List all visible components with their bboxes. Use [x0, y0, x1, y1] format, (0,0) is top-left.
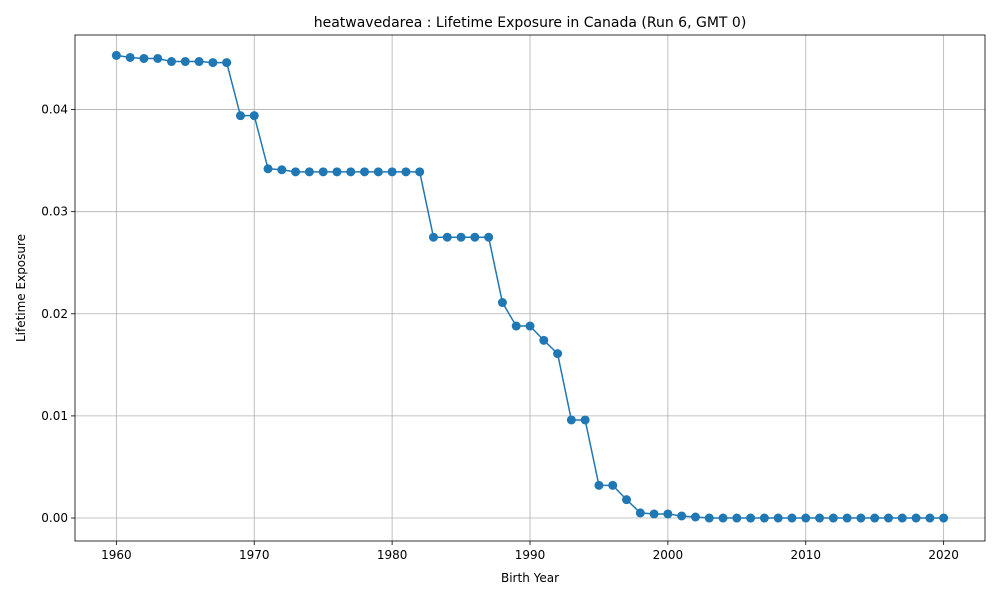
data-point: [497, 298, 507, 308]
data-point: [553, 349, 563, 359]
data-point: [208, 58, 218, 68]
data-point: [235, 111, 245, 121]
data-point: [387, 167, 397, 177]
data-point: [580, 415, 590, 425]
data-point: [373, 167, 383, 177]
data-point: [870, 513, 880, 523]
data-point: [332, 167, 342, 177]
data-point: [484, 232, 494, 242]
data-point: [635, 508, 645, 518]
data-point: [704, 513, 714, 523]
data-point: [415, 167, 425, 177]
data-point: [773, 513, 783, 523]
data-point: [622, 495, 632, 505]
x-tick-label: 2000: [653, 548, 684, 562]
data-point: [787, 513, 797, 523]
data-point: [677, 511, 687, 521]
data-point: [856, 513, 866, 523]
data-point: [594, 480, 604, 490]
data-point: [897, 513, 907, 523]
x-tick-label: 1990: [515, 548, 546, 562]
data-point: [525, 321, 535, 331]
data-point: [539, 335, 549, 345]
data-point: [167, 57, 177, 67]
x-tick-label: 2020: [928, 548, 959, 562]
x-axis-label: Birth Year: [501, 571, 559, 585]
data-point: [111, 50, 121, 60]
data-point: [511, 321, 521, 331]
data-point: [842, 513, 852, 523]
data-point: [925, 513, 935, 523]
y-tick-label: 0.01: [41, 409, 68, 423]
y-tick-label: 0.03: [41, 205, 68, 219]
y-axis-ticks: 0.00 0.01 0.02 0.03 0.04: [41, 103, 75, 525]
data-point: [759, 513, 769, 523]
data-point: [139, 53, 149, 63]
data-point: [277, 165, 287, 175]
data-point: [732, 513, 742, 523]
data-point: [828, 513, 838, 523]
data-point: [428, 232, 438, 242]
data-point: [939, 513, 949, 523]
data-point: [690, 512, 700, 522]
data-point: [401, 167, 411, 177]
grid: [75, 35, 985, 541]
data-point: [883, 513, 893, 523]
x-axis-ticks: 1960 1970 1980 1990 2000 2010 2020: [101, 541, 959, 562]
y-tick-label: 0.00: [41, 511, 68, 525]
data-point: [291, 167, 301, 177]
data-point: [608, 480, 618, 490]
data-point: [663, 509, 673, 519]
x-tick-label: 2010: [790, 548, 821, 562]
data-point: [346, 167, 356, 177]
data-point: [360, 167, 370, 177]
data-point: [442, 232, 452, 242]
data-point: [318, 167, 328, 177]
chart-title: heatwavedarea : Lifetime Exposure in Can…: [314, 15, 747, 31]
y-axis-label: Lifetime Exposure: [14, 234, 28, 342]
data-point: [470, 232, 480, 242]
data-point: [801, 513, 811, 523]
y-tick-label: 0.04: [41, 103, 68, 117]
data-point: [125, 52, 135, 62]
x-tick-label: 1980: [377, 548, 408, 562]
x-tick-label: 1960: [101, 548, 132, 562]
data-point: [815, 513, 825, 523]
data-point: [263, 164, 273, 174]
y-tick-label: 0.02: [41, 307, 68, 321]
data-point: [456, 232, 466, 242]
data-point: [746, 513, 756, 523]
x-tick-label: 1970: [239, 548, 270, 562]
data-point: [649, 509, 659, 519]
data-point: [911, 513, 921, 523]
data-point: [180, 57, 190, 67]
data-point: [249, 111, 259, 121]
data-point: [194, 57, 204, 67]
data-point: [153, 53, 163, 63]
data-point: [222, 58, 232, 68]
series-markers: [111, 50, 949, 523]
data-point: [304, 167, 314, 177]
data-point: [566, 415, 576, 425]
data-point: [718, 513, 728, 523]
